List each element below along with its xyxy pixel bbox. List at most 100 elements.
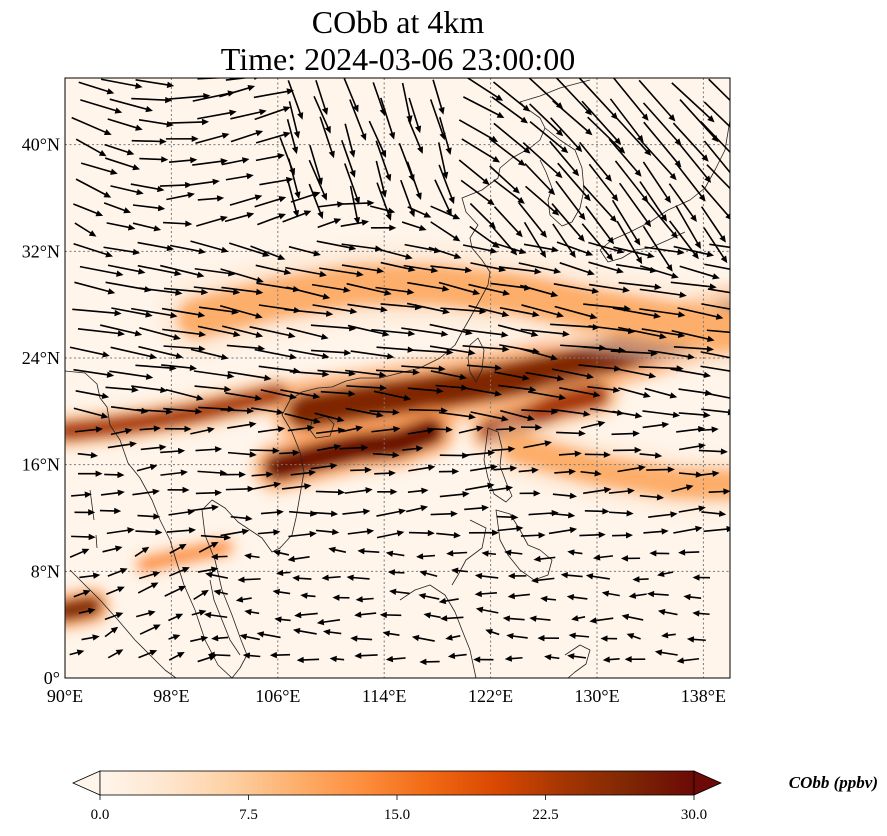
wind-arrow-head — [153, 425, 161, 432]
wind-arrow-shaft — [161, 364, 194, 369]
map-plot-area[interactable] — [65, 65, 752, 678]
wind-arrow-shaft — [320, 390, 352, 395]
wind-arrow-head — [494, 364, 502, 371]
wind-arrow-head — [214, 446, 223, 453]
chart-subtitle-time: Time: 2024-03-06 23:00:00 — [221, 41, 575, 77]
wind-arrow-head — [643, 391, 651, 398]
wind-arrow-shaft — [220, 530, 246, 537]
wind-arrow-shaft — [160, 264, 201, 277]
wind-arrow-shaft — [106, 529, 131, 535]
wind-arrow-head — [100, 412, 109, 419]
wind-arrow-shaft — [225, 392, 259, 400]
wind-arrow-head — [106, 371, 115, 378]
coastline-taiwan — [467, 337, 485, 383]
wind-arrow-head — [529, 386, 537, 393]
wind-arrow-head — [698, 505, 706, 512]
wind-arrow-head — [532, 311, 540, 318]
wind-arrow-head — [160, 386, 168, 394]
wind-arrow-shaft — [557, 162, 589, 199]
wind-arrow-shaft — [470, 466, 494, 472]
wind-arrow-head — [569, 526, 578, 534]
wind-arrow-head — [232, 288, 241, 296]
wind-arrow-shaft — [110, 429, 129, 436]
wind-arrow-shaft — [137, 583, 156, 594]
wind-arrow-shaft — [73, 242, 110, 257]
wind-arrow-shaft — [556, 241, 590, 255]
wind-arrow-shaft — [638, 365, 680, 370]
wind-arrow-shaft — [552, 493, 574, 497]
wind-arrow-shaft — [678, 388, 709, 395]
wind-arrow-shaft — [578, 364, 618, 370]
wind-arrow-shaft — [163, 407, 199, 413]
wind-arrow-shaft — [132, 490, 156, 496]
wind-arrow-head — [551, 509, 559, 517]
wind-arrow-shaft — [618, 387, 648, 397]
wind-arrow-head — [692, 610, 700, 617]
wind-arrow-head — [612, 386, 621, 394]
wind-arrow-head — [495, 94, 504, 101]
wind-arrow-head — [585, 128, 593, 136]
wind-arrow-head — [390, 488, 398, 495]
wind-arrow-head — [291, 146, 299, 155]
wind-arrow-shaft — [75, 138, 104, 155]
wind-arrow-head — [328, 150, 335, 159]
wind-arrow-head — [440, 615, 448, 622]
wind-arrow-shaft — [316, 445, 338, 452]
wind-arrow-shaft — [339, 446, 365, 450]
wind-arrow-head — [603, 451, 611, 458]
wind-arrow-head — [84, 491, 92, 498]
wind-arrow-shaft — [618, 281, 658, 288]
wind-arrow-head — [442, 308, 450, 315]
wind-arrow-shaft — [408, 408, 444, 412]
wind-arrow-shaft — [189, 506, 216, 512]
wind-arrow-shaft — [195, 134, 226, 145]
wind-arrow-head — [687, 353, 696, 360]
wind-arrow-head — [568, 512, 576, 519]
wind-arrow-shaft — [521, 409, 555, 413]
wind-arrow-shaft — [580, 422, 602, 429]
wind-arrow-head — [727, 409, 730, 416]
wind-arrow-shaft — [555, 78, 590, 114]
wind-arrow-head — [166, 81, 175, 89]
wind-arrow-shaft — [498, 266, 538, 273]
wind-arrow-head — [201, 589, 209, 597]
wind-arrow-head — [583, 193, 591, 202]
wind-arrow-head — [148, 610, 156, 617]
wind-arrow-head — [328, 546, 336, 553]
wind-arrow-shaft — [80, 162, 115, 174]
wind-arrow-shaft — [407, 281, 446, 290]
wind-arrow-head — [654, 283, 662, 290]
wind-arrow-head — [256, 631, 265, 638]
wind-arrow-shaft — [581, 223, 612, 259]
wind-arrow-head — [337, 427, 346, 434]
wind-arrow-head — [319, 270, 327, 278]
wind-arrow-shaft — [677, 307, 720, 319]
wind-arrow-head — [117, 489, 125, 496]
wind-arrow-shaft — [581, 100, 620, 143]
wind-arrow-shaft — [460, 179, 492, 204]
wind-arrow-head — [585, 573, 594, 580]
wind-arrow-head — [117, 586, 125, 593]
wind-arrow-head — [191, 135, 199, 142]
wind-arrow-head — [277, 254, 286, 260]
wind-arrow-shaft — [466, 78, 501, 100]
wind-arrow-shaft — [78, 81, 111, 93]
wind-arrow-shaft — [286, 286, 327, 298]
wind-arrow-shaft — [349, 185, 359, 221]
wind-arrow-head — [508, 445, 516, 453]
wind-arrow-head — [211, 504, 219, 511]
wind-arrow-head — [591, 287, 600, 294]
wind-arrow-shaft — [462, 328, 505, 336]
wind-arrow-shaft — [288, 348, 326, 358]
wind-arrow-head — [175, 613, 184, 620]
wind-arrow-head — [187, 192, 195, 199]
wind-arrow-shaft — [131, 385, 164, 392]
wind-arrow-shaft — [195, 448, 219, 452]
wind-arrow-shaft — [429, 99, 445, 137]
wind-arrow-shaft — [350, 350, 391, 358]
wind-arrow-shaft — [706, 329, 730, 334]
wind-arrow-head — [309, 530, 317, 538]
wind-arrow-shaft — [432, 79, 444, 112]
wind-arrow-shaft — [229, 195, 259, 206]
wind-arrow-shaft — [71, 116, 109, 135]
